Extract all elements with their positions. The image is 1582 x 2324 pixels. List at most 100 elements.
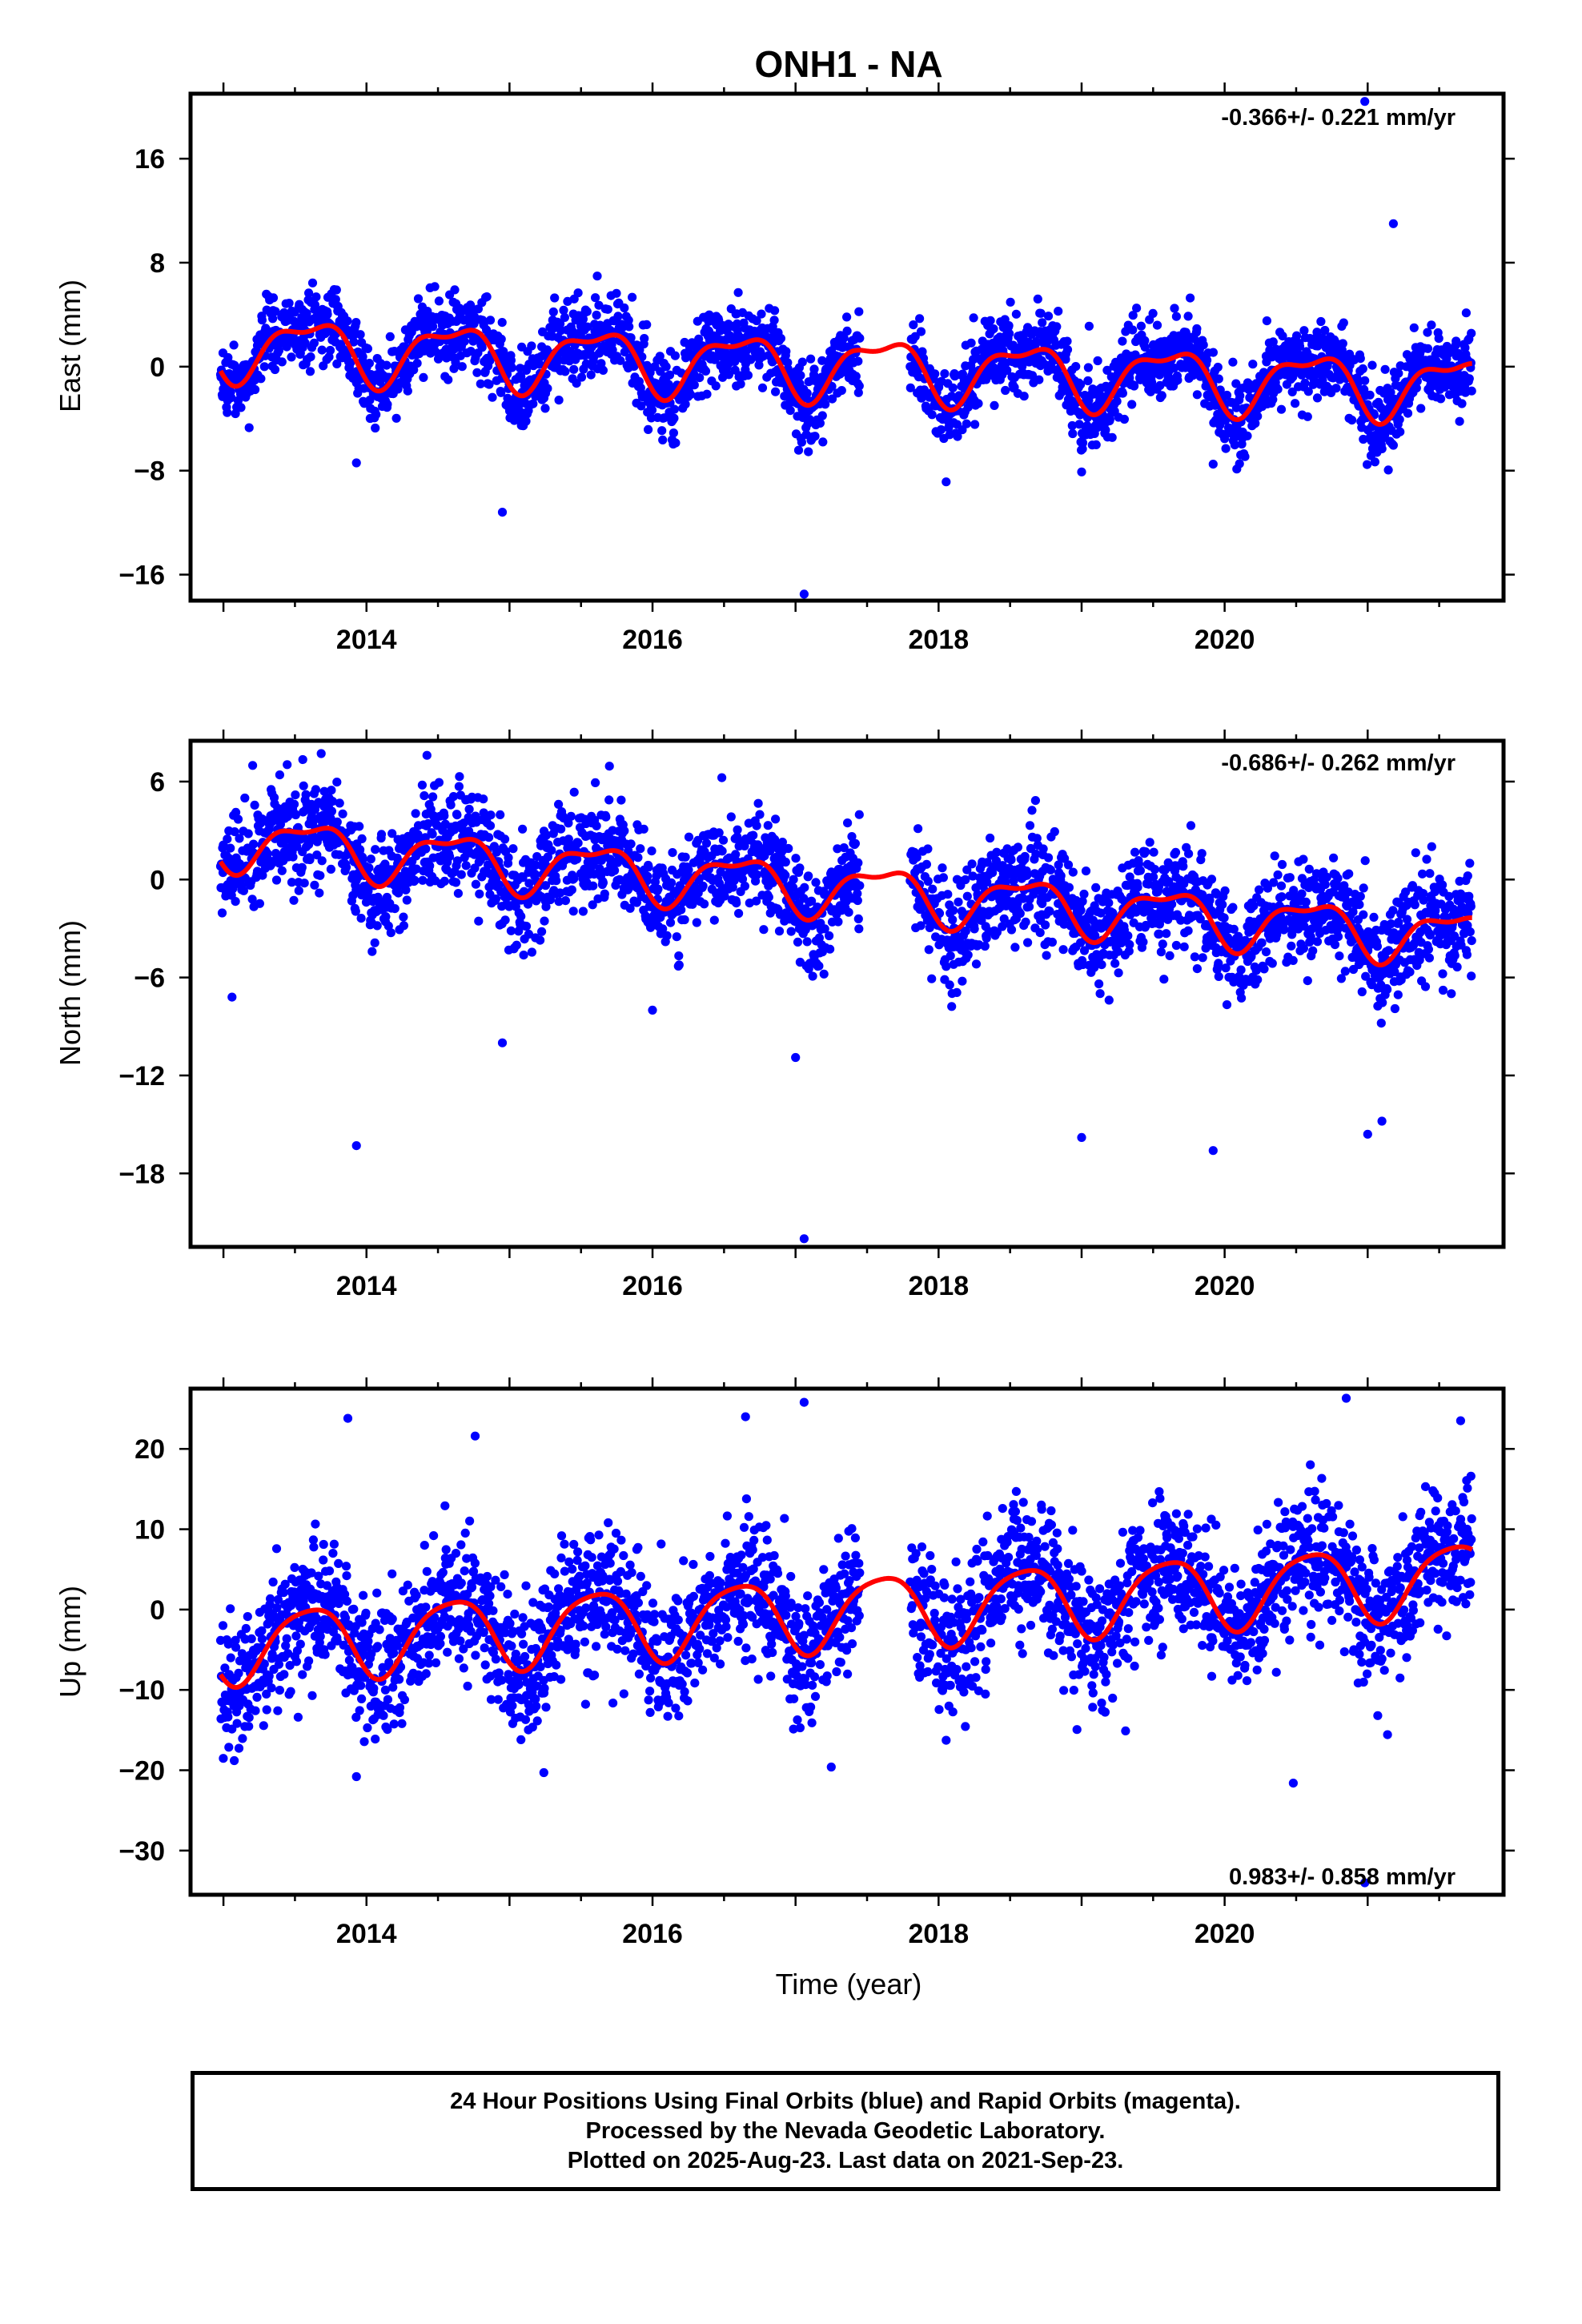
data-point <box>1367 360 1377 370</box>
data-point <box>927 410 937 420</box>
data-point <box>500 915 510 925</box>
data-point <box>1268 337 1278 347</box>
data-point <box>1228 903 1238 912</box>
data-point <box>271 307 280 316</box>
data-point <box>223 408 232 417</box>
data-point <box>842 326 852 336</box>
data-point <box>658 435 668 445</box>
data-point <box>492 847 501 857</box>
data-point <box>233 814 243 824</box>
data-point <box>1299 326 1309 336</box>
data-point <box>958 976 967 986</box>
data-point <box>1192 964 1202 974</box>
data-point <box>992 847 1002 857</box>
data-point <box>942 962 951 971</box>
data-point <box>916 921 926 931</box>
data-point <box>1056 871 1066 881</box>
data-point <box>247 895 257 904</box>
data-point <box>923 876 933 887</box>
data-point <box>573 838 583 848</box>
data-point <box>325 345 335 356</box>
data-point <box>1071 362 1081 372</box>
data-point <box>681 852 690 862</box>
data-point <box>263 849 272 858</box>
data-point <box>554 396 564 405</box>
data-point <box>1287 387 1297 396</box>
data-point <box>409 365 419 375</box>
data-point <box>1363 460 1372 469</box>
data-point <box>1176 915 1186 925</box>
data-point <box>1149 847 1158 857</box>
data-point <box>456 870 466 879</box>
data-point <box>572 379 581 388</box>
data-point <box>268 293 279 303</box>
data-point <box>810 432 820 441</box>
data-point <box>1386 388 1395 397</box>
data-point <box>543 852 553 862</box>
data-point <box>434 296 444 306</box>
data-point <box>953 432 962 441</box>
data-point <box>1183 312 1193 321</box>
data-point <box>1355 354 1365 364</box>
data-point <box>644 424 653 435</box>
data-point <box>802 937 812 947</box>
data-point <box>974 399 983 408</box>
data-point <box>636 401 646 411</box>
data-point <box>543 384 552 393</box>
data-point <box>1140 343 1150 352</box>
data-point <box>669 413 679 423</box>
data-point <box>474 916 484 926</box>
data-point <box>616 356 625 365</box>
data-point <box>420 791 429 801</box>
data-point <box>1150 865 1160 875</box>
data-point <box>1154 929 1164 939</box>
data-point <box>647 846 656 856</box>
data-point <box>740 841 749 850</box>
data-point <box>717 773 727 782</box>
data-point <box>943 890 953 899</box>
data-point <box>1303 387 1313 396</box>
data-point <box>1235 391 1245 400</box>
data-point <box>734 909 744 919</box>
data-point <box>556 319 565 328</box>
data-point <box>300 338 310 348</box>
data-point <box>966 338 976 348</box>
data-point <box>674 951 684 961</box>
data-point <box>1323 361 1332 371</box>
data-point <box>1155 380 1165 390</box>
data-point <box>217 908 227 918</box>
data-point <box>610 866 620 875</box>
data-point <box>1205 895 1215 905</box>
data-point <box>578 907 588 916</box>
data-point <box>817 411 827 420</box>
data-point <box>1130 847 1140 857</box>
data-point <box>1093 356 1102 366</box>
data-point <box>1119 414 1129 424</box>
data-point <box>1383 465 1393 475</box>
data-point <box>496 388 506 397</box>
data-point <box>1434 334 1443 344</box>
data-point <box>1058 945 1068 955</box>
data-point <box>512 940 521 950</box>
data-point <box>460 336 469 346</box>
data-point <box>343 316 352 326</box>
data-point <box>560 312 570 322</box>
data-point <box>576 372 587 382</box>
data-point <box>596 359 606 368</box>
data-point <box>617 323 627 332</box>
data-point <box>1423 344 1433 353</box>
data-point <box>1251 419 1260 428</box>
data-point <box>351 318 361 328</box>
data-point <box>604 795 614 805</box>
data-point <box>240 793 250 803</box>
data-point <box>1091 883 1101 892</box>
data-point <box>1179 942 1189 951</box>
data-point <box>781 347 791 356</box>
data-point <box>1248 360 1258 369</box>
data-point <box>666 878 677 887</box>
data-point <box>358 854 367 864</box>
data-point <box>1068 428 1078 439</box>
data-point <box>306 352 315 362</box>
